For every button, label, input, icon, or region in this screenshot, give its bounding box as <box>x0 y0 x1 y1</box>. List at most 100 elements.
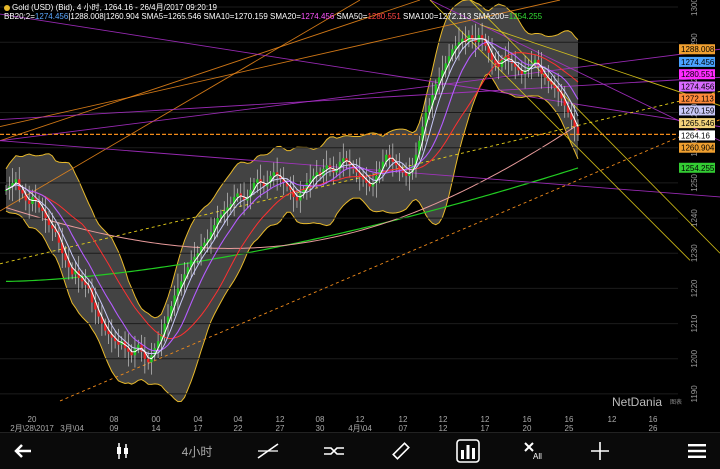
candle-body <box>206 239 209 243</box>
candle-body <box>570 112 573 120</box>
candle-body <box>156 341 160 349</box>
candle-body <box>470 35 474 39</box>
candle-body <box>540 66 543 74</box>
candle-body <box>295 196 299 201</box>
candle-body <box>170 306 173 317</box>
candle-body <box>431 94 434 106</box>
indicator-value: | <box>103 12 106 21</box>
candle-body <box>457 42 461 46</box>
candle-body <box>325 165 328 169</box>
candle-body <box>461 38 464 43</box>
candle-body <box>176 288 180 296</box>
back-arrow-icon[interactable] <box>8 433 38 469</box>
candle-body <box>378 168 381 176</box>
candle-body <box>34 196 37 201</box>
candle-body <box>421 126 424 141</box>
timeframe-button[interactable]: 4小时 <box>181 444 213 459</box>
candle-body <box>371 182 375 187</box>
candle-body <box>74 270 77 275</box>
candle-body <box>113 337 117 342</box>
candle-body <box>576 126 580 134</box>
candle-body <box>173 295 176 306</box>
candle-body <box>236 193 239 197</box>
price-tag-label: 1274.456 <box>681 58 715 67</box>
candle-body <box>41 207 44 212</box>
price-tag <box>679 93 715 104</box>
price-tag-label: 1288.008 <box>681 45 715 54</box>
candle-body <box>163 323 166 335</box>
candle-body <box>11 182 14 187</box>
indicator-value: SMA50= <box>334 12 368 21</box>
price-tag-label: 1270.159 <box>681 106 715 115</box>
candle-body <box>24 193 28 201</box>
x-tick-label-top: 16 <box>649 415 658 424</box>
ruler-tool-icon[interactable] <box>385 433 417 469</box>
sma5-line <box>5 38 579 360</box>
candle-body <box>368 182 371 187</box>
x-tick-label-top: 08 <box>316 415 325 424</box>
candle-body <box>262 182 266 187</box>
clear-all-icon[interactable]: All <box>518 433 550 469</box>
indicator-value: 1270.159 <box>234 12 268 21</box>
bottom-toolbar: 4小时 All <box>0 432 720 469</box>
trendline-tool-icon[interactable] <box>252 433 284 469</box>
candle-body <box>504 56 507 60</box>
candle-body <box>355 168 358 173</box>
candle-body <box>203 242 206 247</box>
candle-body <box>100 316 104 324</box>
candle-body <box>358 172 361 176</box>
candle-body <box>447 56 451 64</box>
candle-body <box>249 189 252 197</box>
candle-body <box>242 196 246 201</box>
candle-body <box>61 242 64 254</box>
candle-body <box>252 182 256 190</box>
x-tick-label-top: 20 <box>28 415 37 424</box>
price-chart[interactable]: 1190120012101220123012401250126012701280… <box>0 0 720 432</box>
x-tick-label-bottom: 30 <box>316 424 325 432</box>
candle-body <box>130 351 133 356</box>
candle-body <box>285 182 289 187</box>
candle-body <box>480 35 484 39</box>
candle-body <box>272 172 276 176</box>
candle-body <box>494 59 497 64</box>
trend-line <box>0 0 561 128</box>
menu-icon[interactable] <box>682 433 712 469</box>
y-tick-label: 1240 <box>690 209 699 227</box>
trend-line <box>0 48 720 142</box>
x-tick-label-bottom: 09 <box>110 424 119 432</box>
candle-body <box>338 161 342 169</box>
price-tag-label: 1254.255 <box>681 164 715 173</box>
candlestick-type-icon[interactable] <box>108 433 138 469</box>
candle-body <box>51 225 54 229</box>
trend-line <box>0 13 720 128</box>
candle-body <box>375 175 378 183</box>
trend-line <box>0 76 720 121</box>
x-tick-label-top: 08 <box>110 415 119 424</box>
candle-body <box>196 253 199 257</box>
candle-body <box>348 161 352 166</box>
candle-body <box>342 158 345 162</box>
price-tag-label: 1272.113 <box>681 94 714 103</box>
indicator-value: SMA100= <box>400 12 439 21</box>
candle-body <box>533 59 537 64</box>
crosshair-icon[interactable] <box>584 433 616 469</box>
indicators-icon[interactable] <box>450 433 486 469</box>
y-tick-label: 1250 <box>690 173 699 191</box>
candle-body <box>507 56 510 60</box>
chart-title: Gold (USD) (Bid), 4 小时, 1264.16 - 26/4月/… <box>4 2 217 13</box>
x-tick-label-top: 12 <box>608 415 617 424</box>
price-tag-label: 1264.16 <box>681 131 710 140</box>
price-tag <box>679 44 715 55</box>
candle-body <box>308 179 312 183</box>
candle-body <box>305 182 309 190</box>
candle-body <box>269 175 272 183</box>
candle-body <box>312 175 315 180</box>
candle-body <box>437 77 441 85</box>
candle-body <box>54 228 57 233</box>
candle-body <box>47 218 51 226</box>
candle-body <box>232 196 236 204</box>
candle-body <box>365 179 368 183</box>
candle-body <box>107 330 110 335</box>
price-tag <box>679 56 715 67</box>
compare-tool-icon[interactable] <box>318 433 350 469</box>
